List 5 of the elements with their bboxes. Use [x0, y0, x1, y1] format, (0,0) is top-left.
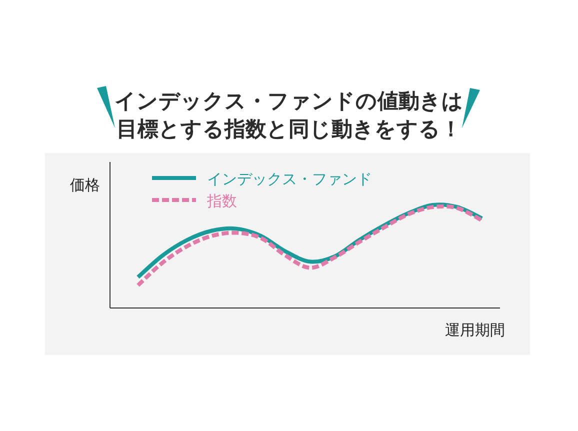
y-axis-title: 価格 [70, 176, 100, 194]
legend-label: 指数 [206, 192, 237, 210]
x-axis-title: 運用期間 [445, 321, 505, 339]
chart-title: インデックス・ファンドの値動きは目標とする指数と同じ動きをする！ [114, 89, 464, 141]
legend-label: インデックス・ファンド [207, 170, 372, 188]
